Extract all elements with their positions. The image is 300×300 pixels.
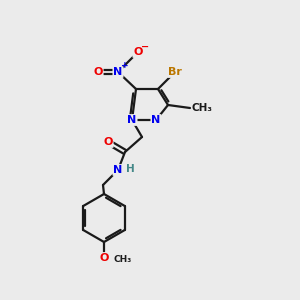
Text: +: + bbox=[121, 61, 129, 70]
Text: O: O bbox=[99, 253, 109, 263]
Text: O: O bbox=[133, 47, 143, 57]
Text: N: N bbox=[152, 115, 160, 125]
Text: N: N bbox=[113, 165, 123, 175]
Text: O: O bbox=[103, 137, 113, 147]
Text: N: N bbox=[113, 67, 123, 77]
Text: O: O bbox=[93, 67, 103, 77]
Text: CH₃: CH₃ bbox=[192, 103, 213, 113]
Text: −: − bbox=[141, 42, 149, 52]
Text: H: H bbox=[126, 164, 134, 174]
Text: CH₃: CH₃ bbox=[113, 254, 131, 263]
Text: Br: Br bbox=[168, 67, 182, 77]
Text: N: N bbox=[128, 115, 136, 125]
